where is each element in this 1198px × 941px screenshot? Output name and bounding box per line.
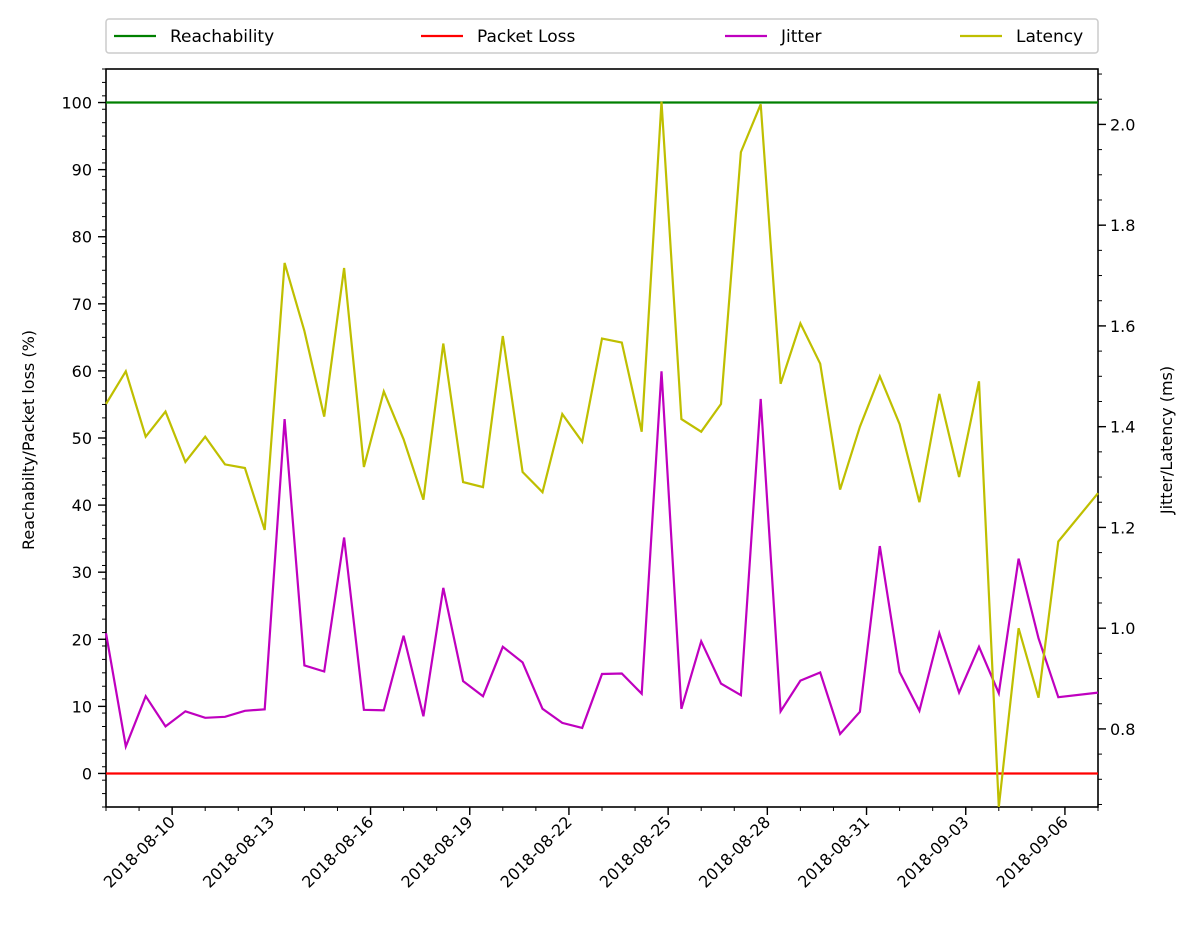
y-right-tick-label: 1.8 (1110, 216, 1135, 235)
legend-label: Reachability (170, 27, 274, 47)
y-left-tick-label: 30 (72, 563, 92, 582)
legend-label: Latency (1016, 27, 1083, 47)
y-left-tick-label: 50 (72, 429, 92, 448)
y-left-axis-label: Reachabilty/Packet loss (%) (19, 330, 38, 550)
x-tick-label: 2018-08-16 (298, 812, 377, 891)
y-left-tick-label: 10 (72, 697, 92, 716)
y-right-tick-label: 1.4 (1110, 418, 1135, 437)
legend-label: Packet Loss (477, 27, 575, 47)
series-line-latency (105, 101, 1099, 808)
y-left-tick-label: 90 (72, 161, 92, 180)
x-tick-label: 2018-08-25 (596, 812, 675, 891)
x-tick-label: 2018-08-19 (397, 812, 476, 891)
y-right-tick-label: 0.8 (1110, 720, 1135, 739)
x-tick-label: 2018-08-28 (695, 812, 774, 891)
y-left-tick-label: 80 (72, 228, 92, 247)
y-right-tick-label: 1.6 (1110, 317, 1135, 336)
x-tick-label: 2018-08-22 (497, 812, 576, 891)
x-tick-label: 2018-08-31 (794, 812, 873, 891)
y-left-tick-label: 0 (82, 764, 92, 783)
y-right-tick-label: 1.0 (1110, 619, 1135, 638)
y-right-tick-label: 2.0 (1110, 115, 1135, 134)
y-left-tick-label: 100 (61, 94, 92, 113)
x-tick-label: 2018-08-10 (100, 812, 179, 891)
legend-frame (105, 18, 1099, 54)
series-line-jitter (104, 371, 1099, 751)
y-right-axis-label: Jitter/Latency (ms) (1157, 366, 1176, 515)
y-left-tick-label: 60 (72, 362, 92, 381)
legend-label: Jitter (780, 27, 822, 47)
y-left-tick-label: 20 (72, 630, 92, 649)
y-left-tick-label: 40 (72, 496, 92, 515)
x-tick-label: 2018-08-13 (199, 812, 278, 891)
y-left-tick-label: 70 (72, 295, 92, 314)
x-tick-label: 2018-09-06 (993, 812, 1072, 891)
legend: Reachability Packet Loss Jitter Latency (105, 18, 1099, 54)
x-tick-label: 2018-09-03 (893, 812, 972, 891)
y-right-tick-label: 1.2 (1110, 518, 1135, 537)
